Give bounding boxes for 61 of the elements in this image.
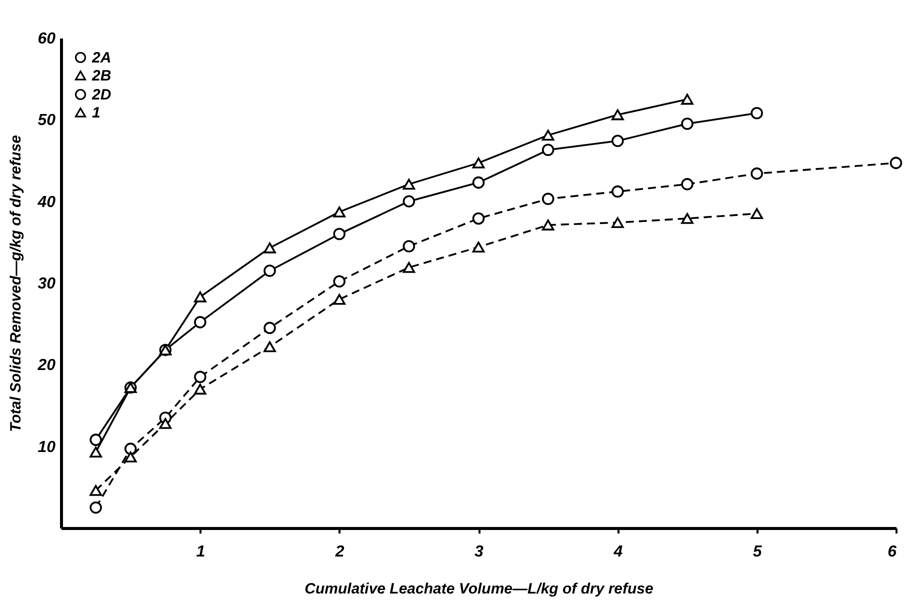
point (194, 316, 206, 328)
point (264, 341, 276, 352)
point (402, 195, 416, 208)
point (90, 484, 102, 496)
point (402, 240, 416, 252)
point (681, 118, 694, 130)
point (750, 208, 763, 220)
point (681, 94, 694, 105)
point (159, 418, 172, 429)
legend-label: 2D (91, 86, 112, 104)
point (612, 109, 624, 120)
x-tick-label: 4 (612, 544, 623, 560)
x-axis-title: Cumulative Leachate Volume—L/kg of dry refuse (304, 580, 654, 598)
x-tick-label: 5 (752, 544, 763, 560)
point (402, 178, 416, 190)
point (890, 156, 902, 170)
point (750, 107, 763, 120)
legend-label: 1 (92, 104, 100, 122)
point (472, 212, 485, 225)
point (333, 228, 346, 240)
point (681, 213, 694, 224)
point (90, 434, 102, 446)
point (612, 185, 624, 198)
x-tick-label: 6 (888, 544, 897, 560)
point (681, 178, 694, 190)
point (90, 446, 102, 458)
point (750, 167, 763, 180)
point (124, 452, 137, 462)
point (542, 192, 554, 206)
point (542, 144, 554, 156)
point (333, 275, 346, 288)
point (472, 242, 485, 253)
x-tick-label: 3 (474, 544, 484, 560)
point (194, 370, 206, 384)
point (333, 294, 346, 305)
y-tick-label: 20 (36, 357, 56, 374)
point (194, 384, 206, 395)
point (194, 291, 206, 302)
y-axis-title: Total Solids Removed—g/kg of dry refuse (8, 135, 25, 432)
x-tick-label: 2 (334, 544, 344, 560)
y-tick-label: 40 (36, 194, 56, 211)
point (264, 264, 276, 277)
point (264, 242, 276, 254)
x-tick-label: 1 (196, 544, 206, 560)
y-tick-label: 10 (38, 438, 56, 456)
point (542, 130, 554, 141)
point (90, 501, 102, 514)
point (402, 262, 416, 273)
point (472, 176, 485, 189)
legend-label: 2A (91, 50, 112, 66)
point (124, 442, 137, 455)
point (333, 206, 346, 218)
point (542, 220, 554, 230)
point (612, 217, 624, 228)
point (472, 158, 485, 168)
y-tick-label: 30 (38, 276, 56, 292)
legend-label: 2B (91, 68, 112, 84)
point (264, 322, 276, 334)
y-tick-label: 50 (38, 112, 56, 130)
y-tick-label: 60 (38, 30, 56, 48)
point (612, 134, 624, 148)
